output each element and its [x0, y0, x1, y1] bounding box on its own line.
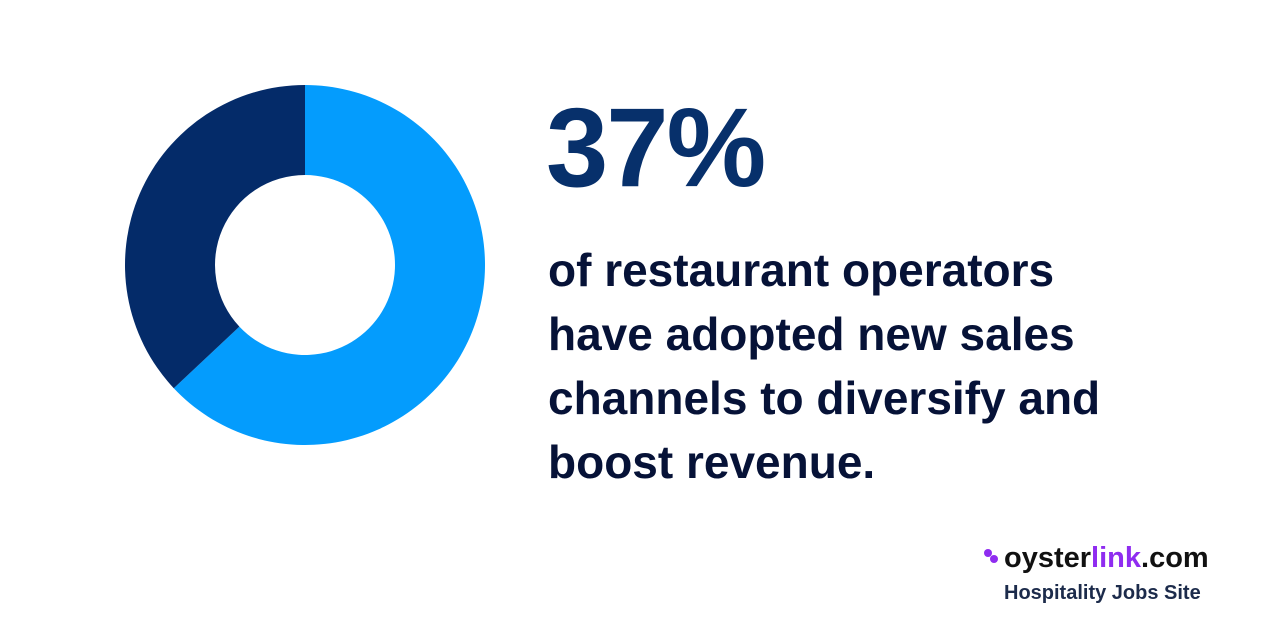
logo[interactable]: oysterlink.com [1004, 540, 1209, 576]
logo-part: oyster [1004, 542, 1092, 574]
logo-part: .com [1141, 542, 1209, 574]
stat-description: of restaurant operators have adopted new… [548, 244, 1101, 488]
donut-chart [124, 85, 485, 445]
donut-segment [124, 85, 306, 389]
stat-value: 37% [546, 85, 766, 210]
tagline: Hospitality Jobs Site [1004, 582, 1201, 604]
donut-segment [173, 85, 485, 445]
logo-part: link [1091, 542, 1142, 574]
logo-icon [984, 549, 998, 563]
